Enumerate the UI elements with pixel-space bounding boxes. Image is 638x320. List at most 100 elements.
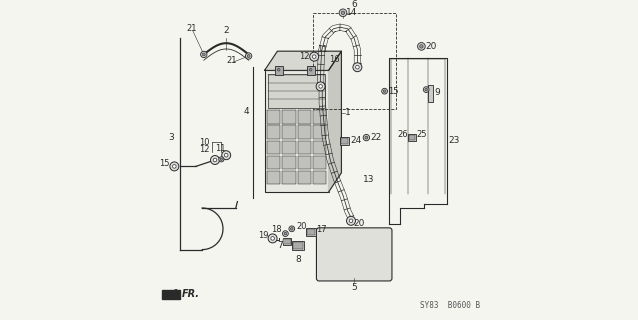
Bar (268, 74, 325, 108)
Circle shape (349, 219, 353, 223)
Bar (313, 140, 326, 154)
Text: 20: 20 (353, 220, 365, 228)
Text: 19: 19 (258, 231, 269, 240)
FancyBboxPatch shape (316, 228, 392, 281)
Text: 12: 12 (299, 52, 310, 61)
Text: 17: 17 (316, 225, 327, 234)
Circle shape (309, 68, 312, 71)
Text: 21: 21 (186, 24, 197, 33)
Circle shape (383, 90, 386, 92)
Bar (313, 171, 326, 184)
Circle shape (309, 52, 318, 61)
Text: 7: 7 (278, 241, 283, 250)
Circle shape (247, 54, 250, 58)
Bar (283, 110, 295, 124)
Text: 15: 15 (159, 159, 169, 168)
Bar (297, 171, 311, 184)
Bar (293, 242, 303, 249)
Circle shape (278, 68, 280, 71)
Circle shape (353, 63, 362, 72)
Polygon shape (265, 51, 341, 70)
Bar (297, 156, 311, 169)
Circle shape (319, 84, 322, 88)
Text: 6: 6 (352, 0, 357, 9)
Bar (409, 135, 415, 140)
Circle shape (339, 9, 347, 17)
Circle shape (246, 53, 252, 59)
Bar (297, 110, 311, 124)
Circle shape (222, 151, 231, 160)
Circle shape (316, 82, 325, 91)
Bar (267, 140, 281, 154)
Circle shape (268, 234, 277, 243)
Text: 16: 16 (329, 55, 339, 64)
Text: 24: 24 (350, 136, 362, 145)
Text: 22: 22 (370, 133, 382, 142)
Bar (306, 228, 316, 236)
Text: 25: 25 (417, 130, 427, 139)
Circle shape (219, 157, 224, 162)
Text: FR.: FR. (182, 289, 200, 300)
Text: 21: 21 (226, 56, 237, 65)
Circle shape (289, 226, 295, 232)
Text: 9: 9 (434, 88, 440, 97)
Text: 26: 26 (397, 130, 408, 139)
Circle shape (417, 43, 426, 50)
Bar (283, 156, 295, 169)
Bar (297, 140, 311, 154)
Text: 12: 12 (199, 145, 209, 154)
Circle shape (200, 51, 207, 58)
Text: 15: 15 (388, 87, 398, 96)
Circle shape (283, 231, 288, 236)
Text: 4: 4 (244, 108, 249, 116)
Text: SY83  B0600 B: SY83 B0600 B (420, 301, 480, 310)
Bar (283, 140, 295, 154)
Bar (313, 156, 326, 169)
Polygon shape (162, 291, 180, 298)
Circle shape (170, 162, 179, 171)
Text: 11: 11 (317, 45, 328, 54)
Circle shape (363, 134, 369, 141)
Text: 3: 3 (168, 133, 174, 142)
Bar (313, 125, 326, 139)
Circle shape (308, 67, 313, 73)
Text: 11: 11 (215, 144, 225, 153)
Bar (267, 110, 281, 124)
Circle shape (341, 11, 345, 14)
Bar (267, 156, 281, 169)
Circle shape (202, 53, 205, 56)
Circle shape (420, 45, 423, 48)
Bar (283, 171, 295, 184)
Text: 2: 2 (223, 26, 229, 35)
Text: 5: 5 (352, 283, 357, 292)
Bar (313, 110, 326, 124)
Text: 20: 20 (296, 222, 306, 231)
Circle shape (220, 158, 223, 161)
Bar (307, 229, 315, 235)
Text: 14: 14 (346, 8, 357, 17)
Bar (313, 13, 396, 109)
Circle shape (424, 87, 429, 92)
Text: 1: 1 (345, 108, 350, 117)
Circle shape (290, 228, 293, 230)
Circle shape (365, 136, 367, 139)
Text: 10: 10 (199, 138, 209, 147)
Bar (283, 125, 295, 139)
Circle shape (211, 156, 219, 164)
Circle shape (355, 65, 359, 69)
Bar (408, 134, 416, 141)
Polygon shape (162, 290, 180, 299)
Text: 8: 8 (295, 255, 301, 264)
Bar (275, 66, 283, 75)
Bar (283, 238, 292, 245)
Bar (265, 70, 329, 192)
Circle shape (346, 216, 355, 225)
Bar (267, 125, 281, 139)
Circle shape (225, 153, 228, 157)
Text: 23: 23 (449, 136, 460, 145)
Circle shape (271, 236, 274, 240)
Text: 20: 20 (426, 42, 436, 51)
Circle shape (276, 67, 281, 73)
Circle shape (382, 88, 387, 94)
Circle shape (172, 164, 176, 168)
